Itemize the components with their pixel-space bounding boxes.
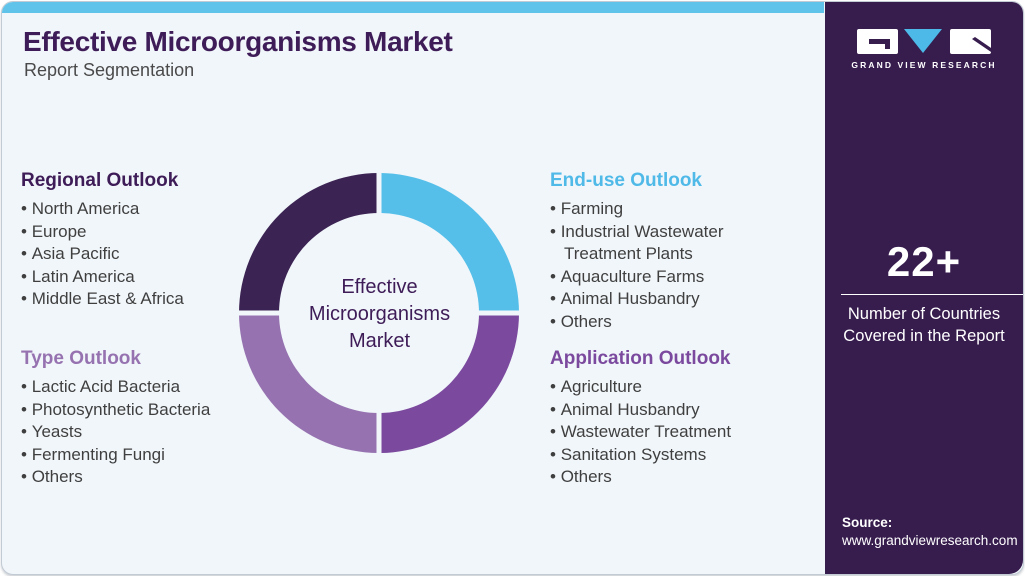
- section-title-regional: Regional Outlook: [21, 170, 179, 191]
- list-item: Others: [550, 311, 782, 334]
- section-regional-outlook: Regional Outlook North America Europe As…: [21, 170, 256, 311]
- top-accent-bar: [2, 2, 824, 13]
- list-item: Farming: [550, 198, 782, 221]
- stat-divider: [841, 294, 1023, 295]
- source-label: Source:: [842, 515, 893, 530]
- section-enduse-outlook: End-use Outlook Farming Industrial Waste…: [550, 170, 782, 334]
- brand-sidebar: GRAND VIEW RESEARCH 22+ Number of Countr…: [825, 2, 1023, 574]
- list-item: Europe: [21, 221, 256, 244]
- page-subtitle: Report Segmentation: [24, 60, 195, 80]
- list-item: Wastewater Treatment: [550, 421, 782, 444]
- list-item: Others: [550, 466, 782, 489]
- page-title: Effective Microorganisms Market: [23, 26, 453, 57]
- source-block: Source: www.grandviewresearch.com: [842, 515, 1018, 548]
- gvr-logo: GRAND VIEW RESEARCH: [825, 28, 1023, 70]
- list-item: Yeasts: [21, 421, 256, 444]
- section-title-application: Application Outlook: [550, 348, 731, 369]
- list-item: Middle East & Africa: [21, 288, 256, 311]
- donut-chart: [234, 168, 524, 458]
- gvr-logo-text: GRAND VIEW RESEARCH: [851, 60, 997, 70]
- gvr-logo-icon: [857, 29, 994, 54]
- list-item: Animal Husbandry: [550, 399, 782, 422]
- list-item: Industrial Wastewater Treatment Plants: [550, 221, 782, 266]
- list-item: Fermenting Fungi: [21, 444, 256, 467]
- list-item: Lactic Acid Bacteria: [21, 376, 256, 399]
- countries-stat: 22+ Number of Countries Covered in the R…: [825, 238, 1023, 347]
- source-url: www.grandviewresearch.com: [842, 533, 1018, 548]
- type-items: Lactic Acid Bacteria Photosynthetic Bact…: [21, 376, 256, 489]
- list-item: Asia Pacific: [21, 243, 256, 266]
- section-title-enduse: End-use Outlook: [550, 170, 702, 191]
- list-item: Agriculture: [550, 376, 782, 399]
- stat-label: Number of Countries Covered in the Repor…: [843, 305, 1005, 345]
- application-items: Agriculture Animal Husbandry Wastewater …: [550, 376, 782, 489]
- list-item: Aquaculture Farms: [550, 266, 782, 289]
- list-item: Animal Husbandry: [550, 288, 782, 311]
- section-title-type: Type Outlook: [21, 348, 141, 369]
- list-item: North America: [21, 198, 256, 221]
- list-item: Sanitation Systems: [550, 444, 782, 467]
- regional-items: North America Europe Asia Pacific Latin …: [21, 198, 256, 311]
- stat-value: 22+: [886, 238, 962, 285]
- list-item: Photosynthetic Bacteria: [21, 399, 256, 422]
- list-item: Latin America: [21, 266, 256, 289]
- enduse-items: Farming Industrial Wastewater Treatment …: [550, 198, 782, 334]
- section-application-outlook: Application Outlook Agriculture Animal H…: [550, 348, 782, 489]
- list-item: Others: [21, 466, 256, 489]
- section-type-outlook: Type Outlook Lactic Acid Bacteria Photos…: [21, 348, 256, 489]
- donut-center-label: Effective Microorganisms Market: [308, 276, 451, 352]
